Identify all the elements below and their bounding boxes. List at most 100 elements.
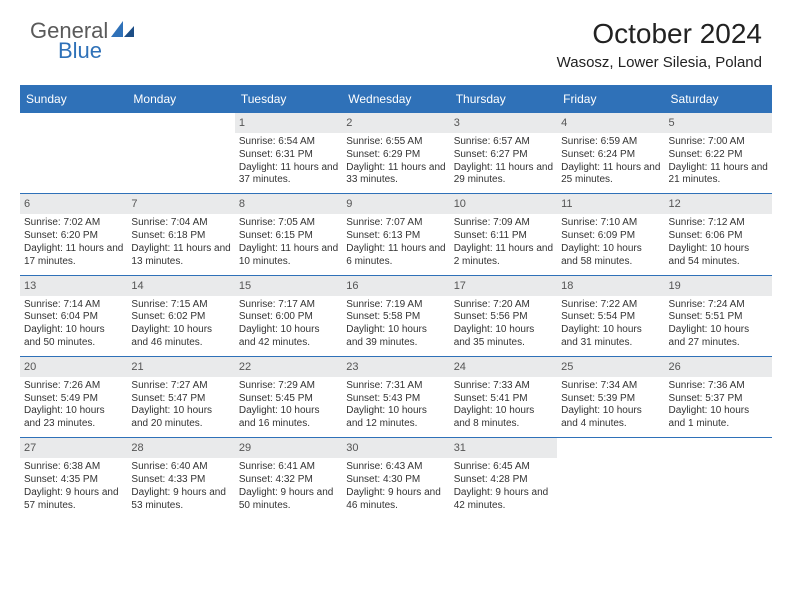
sunset-text: Sunset: 5:58 PM (346, 311, 445, 324)
sunrise-text: Sunrise: 7:20 AM (454, 299, 553, 312)
calendar-cell: 24Sunrise: 7:33 AMSunset: 5:41 PMDayligh… (450, 357, 557, 437)
daylight-text: Daylight: 11 hours and 2 minutes. (454, 243, 553, 269)
sunrise-text: Sunrise: 6:45 AM (454, 461, 553, 474)
day-number: 19 (665, 276, 772, 296)
calendar-cell: 4Sunrise: 6:59 AMSunset: 6:24 PMDaylight… (557, 113, 664, 193)
calendar-cell: 28Sunrise: 6:40 AMSunset: 4:33 PMDayligh… (127, 438, 234, 518)
calendar-cell: 1Sunrise: 6:54 AMSunset: 6:31 PMDaylight… (235, 113, 342, 193)
day-number: 27 (20, 438, 127, 458)
calendar-cell: 21Sunrise: 7:27 AMSunset: 5:47 PMDayligh… (127, 357, 234, 437)
sunset-text: Sunset: 6:04 PM (24, 311, 123, 324)
sunrise-text: Sunrise: 6:59 AM (561, 136, 660, 149)
sunset-text: Sunset: 6:27 PM (454, 149, 553, 162)
daylight-text: Daylight: 10 hours and 35 minutes. (454, 324, 553, 350)
day-number: 5 (665, 113, 772, 133)
sunrise-text: Sunrise: 6:57 AM (454, 136, 553, 149)
sunrise-text: Sunrise: 7:29 AM (239, 380, 338, 393)
daylight-text: Daylight: 11 hours and 25 minutes. (561, 162, 660, 188)
calendar-cell: 16Sunrise: 7:19 AMSunset: 5:58 PMDayligh… (342, 276, 449, 356)
day-number: 8 (235, 194, 342, 214)
day-header: Sunday (20, 87, 127, 112)
calendar-cell: 22Sunrise: 7:29 AMSunset: 5:45 PMDayligh… (235, 357, 342, 437)
sunset-text: Sunset: 6:02 PM (131, 311, 230, 324)
calendar-cell: 9Sunrise: 7:07 AMSunset: 6:13 PMDaylight… (342, 194, 449, 274)
daylight-text: Daylight: 11 hours and 37 minutes. (239, 162, 338, 188)
calendar-cell: 3Sunrise: 6:57 AMSunset: 6:27 PMDaylight… (450, 113, 557, 193)
sunrise-text: Sunrise: 7:04 AM (131, 217, 230, 230)
daylight-text: Daylight: 10 hours and 1 minute. (669, 405, 768, 431)
day-number: 20 (20, 357, 127, 377)
sunrise-text: Sunrise: 7:27 AM (131, 380, 230, 393)
day-number: 9 (342, 194, 449, 214)
daylight-text: Daylight: 11 hours and 13 minutes. (131, 243, 230, 269)
calendar-cell: 23Sunrise: 7:31 AMSunset: 5:43 PMDayligh… (342, 357, 449, 437)
daylight-text: Daylight: 11 hours and 6 minutes. (346, 243, 445, 269)
calendar-cell: 8Sunrise: 7:05 AMSunset: 6:15 PMDaylight… (235, 194, 342, 274)
sunrise-text: Sunrise: 6:41 AM (239, 461, 338, 474)
calendar-cell: 2Sunrise: 6:55 AMSunset: 6:29 PMDaylight… (342, 113, 449, 193)
sunset-text: Sunset: 6:11 PM (454, 230, 553, 243)
calendar: SundayMondayTuesdayWednesdayThursdayFrid… (20, 85, 772, 518)
calendar-cell: 27Sunrise: 6:38 AMSunset: 4:35 PMDayligh… (20, 438, 127, 518)
day-number: 24 (450, 357, 557, 377)
sunrise-text: Sunrise: 7:10 AM (561, 217, 660, 230)
sunset-text: Sunset: 5:45 PM (239, 393, 338, 406)
day-header-row: SundayMondayTuesdayWednesdayThursdayFrid… (20, 87, 772, 112)
calendar-cell: 6Sunrise: 7:02 AMSunset: 6:20 PMDaylight… (20, 194, 127, 274)
daylight-text: Daylight: 10 hours and 4 minutes. (561, 405, 660, 431)
sunset-text: Sunset: 5:49 PM (24, 393, 123, 406)
daylight-text: Daylight: 10 hours and 20 minutes. (131, 405, 230, 431)
daylight-text: Daylight: 10 hours and 31 minutes. (561, 324, 660, 350)
sunset-text: Sunset: 4:28 PM (454, 474, 553, 487)
day-number: 13 (20, 276, 127, 296)
day-header: Thursday (450, 87, 557, 112)
calendar-cell: 7 Sunrise: 7:04 AMSunset: 6:18 PMDaylight… (127, 194, 234, 274)
day-header: Monday (127, 87, 234, 112)
daylight-text: Daylight: 10 hours and 46 minutes. (131, 324, 230, 350)
day-number: 15 (235, 276, 342, 296)
sunrise-text: Sunrise: 7:19 AM (346, 299, 445, 312)
calendar-cell: 14Sunrise: 7:15 AMSunset: 6:02 PMDayligh… (127, 276, 234, 356)
calendar-cell-empty: . (665, 438, 772, 518)
daylight-text: Daylight: 9 hours and 46 minutes. (346, 487, 445, 513)
daylight-text: Daylight: 11 hours and 17 minutes. (24, 243, 123, 269)
day-number: 6 (20, 194, 127, 214)
day-number: 26 (665, 357, 772, 377)
day-number: 22 (235, 357, 342, 377)
sunrise-text: Sunrise: 7:26 AM (24, 380, 123, 393)
calendar-cell: 5Sunrise: 7:00 AMSunset: 6:22 PMDaylight… (665, 113, 772, 193)
sunset-text: Sunset: 5:54 PM (561, 311, 660, 324)
calendar-week: ..1Sunrise: 6:54 AMSunset: 6:31 PMDaylig… (20, 112, 772, 193)
day-number: 7 (127, 194, 234, 214)
sunset-text: Sunset: 4:32 PM (239, 474, 338, 487)
sunrise-text: Sunrise: 7:14 AM (24, 299, 123, 312)
sunrise-text: Sunrise: 7:24 AM (669, 299, 768, 312)
sunrise-text: Sunrise: 7:02 AM (24, 217, 123, 230)
calendar-cell: 13Sunrise: 7:14 AMSunset: 6:04 PMDayligh… (20, 276, 127, 356)
day-number: 30 (342, 438, 449, 458)
day-number: 3 (450, 113, 557, 133)
calendar-cell: 17Sunrise: 7:20 AMSunset: 5:56 PMDayligh… (450, 276, 557, 356)
sunset-text: Sunset: 4:30 PM (346, 474, 445, 487)
daylight-text: Daylight: 10 hours and 23 minutes. (24, 405, 123, 431)
daylight-text: Daylight: 10 hours and 39 minutes. (346, 324, 445, 350)
brand-sail-icon (110, 19, 136, 44)
sunrise-text: Sunrise: 7:34 AM (561, 380, 660, 393)
sunset-text: Sunset: 5:39 PM (561, 393, 660, 406)
day-number: 10 (450, 194, 557, 214)
day-number: 14 (127, 276, 234, 296)
brand-logo: General Blue (30, 18, 136, 64)
location-label: Wasosz, Lower Silesia, Poland (557, 54, 762, 71)
day-number: 31 (450, 438, 557, 458)
sunset-text: Sunset: 6:09 PM (561, 230, 660, 243)
calendar-cell: 11Sunrise: 7:10 AMSunset: 6:09 PMDayligh… (557, 194, 664, 274)
sunrise-text: Sunrise: 6:55 AM (346, 136, 445, 149)
sunrise-text: Sunrise: 6:43 AM (346, 461, 445, 474)
day-number: 18 (557, 276, 664, 296)
day-number: 1 (235, 113, 342, 133)
day-number: 29 (235, 438, 342, 458)
day-number: 21 (127, 357, 234, 377)
calendar-cell: 29Sunrise: 6:41 AMSunset: 4:32 PMDayligh… (235, 438, 342, 518)
sunset-text: Sunset: 5:37 PM (669, 393, 768, 406)
sunset-text: Sunset: 6:18 PM (131, 230, 230, 243)
